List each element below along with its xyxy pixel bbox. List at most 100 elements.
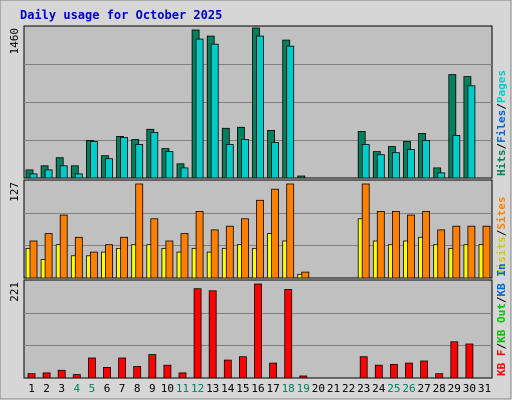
bar-sites-day-15 [240,218,249,279]
series-legend-label: KB F/KB Out/KB In [495,263,508,376]
legend-part: Hits [495,150,508,177]
panel-2: 127 Visits/Sites [8,179,508,279]
bar-sites-day-19 [301,271,310,279]
bar-kb-f-day-12 [193,288,202,379]
bar-pages-day-23 [361,144,370,179]
bar-sites-day-31 [482,225,491,279]
x-axis-labels: 1 2 3 4 5 6 7 8 9 10 11 12 13 14 15 16 17 18 19 20 21 22 23 24 2… [28,382,491,395]
bar-hits-day-19 [297,175,306,179]
bar-hits-day-29 [448,74,457,179]
x-tick-label: 30 [463,382,476,395]
bar-pages-day-6 [105,158,113,179]
x-tick-label: 31 [478,382,491,395]
x-tick-label: 18 [282,382,295,395]
bar-pages-day-25 [391,152,400,179]
bar-sites-day-10 [165,240,174,279]
bar-sites-day-16 [256,199,264,279]
bar-pages-day-29 [452,134,461,179]
bar-sites-day-3 [59,214,68,279]
x-tick-label: 11 [176,382,189,395]
x-tick-label: 28 [433,382,446,395]
bar-kb-f-day-24 [374,364,383,379]
legend-part: / [495,143,508,150]
x-tick-label: 15 [236,382,249,395]
x-tick-label: 23 [357,382,370,395]
bar-sites-day-18 [286,183,295,279]
x-tick-label: 6 [104,382,111,395]
x-tick-label: 21 [327,382,340,395]
series-legend-label: Visits/Sites [495,197,508,277]
bar-kb-f-day-8 [133,366,142,379]
x-tick-label: 29 [448,382,461,395]
bar-kb-f-day-4 [72,374,81,379]
bar-pages-day-11 [180,167,189,179]
bar-kb-f-day-5 [88,357,96,379]
x-tick-label: 3 [58,382,65,395]
bar-kb-f-day-25 [389,363,398,379]
x-tick-label: 26 [402,382,415,395]
x-tick-label: 17 [266,382,279,395]
bar-pages-day-8 [135,144,144,179]
bar-kb-f-day-26 [405,362,413,379]
chart-title: Daily usage for October 2025 [20,8,222,22]
bar-sites-day-30 [467,225,476,279]
x-tick-label: 7 [119,382,126,395]
legend-part: Visits [495,236,508,276]
bar-kb-f-day-13 [208,290,217,379]
x-tick-label: 8 [134,382,141,395]
bar-kb-f-day-3 [57,369,66,379]
bar-sites-day-11 [180,233,189,279]
legend-part: KB Out [495,303,508,343]
bar-pages-day-27 [422,140,431,179]
bar-sites-day-23 [361,183,370,279]
x-tick-label: 14 [221,382,235,395]
bar-pages-day-5 [90,141,98,179]
bar-sites-day-2 [44,233,53,279]
x-tick-label: 13 [206,382,219,395]
x-tick-label: 25 [387,382,400,395]
x-tick-label: 1 [28,382,35,395]
legend-part: KB In [495,263,508,296]
bar-pages-day-9 [150,131,159,179]
bar-pages-day-18 [286,45,295,179]
bar-sites-day-4 [74,236,83,279]
bar-kb-f-day-19 [299,375,308,379]
bar-sites-day-26 [407,214,415,279]
bar-sites-day-8 [135,183,144,279]
bar-kb-f-day-11 [178,372,187,379]
legend-part: KB F [495,350,508,377]
legend-part: / [495,103,508,110]
bar-sites-day-12 [195,210,204,279]
bar-sites-day-25 [391,210,400,279]
bar-sites-day-7 [120,236,128,279]
y-max-label: 127 [8,182,21,202]
bar-kb-f-day-6 [103,366,111,379]
bar-pages-day-26 [407,149,415,179]
x-tick-label: 22 [342,382,355,395]
x-tick-label: 5 [89,382,96,395]
bar-pages-day-4 [74,173,83,179]
bar-kb-f-day-23 [359,356,368,379]
x-tick-label: 4 [73,382,80,395]
bar-sites-day-6 [105,244,113,279]
legend-part: / [495,296,508,303]
bar-sites-day-27 [422,210,431,279]
bar-sites-day-28 [437,229,446,279]
bar-pages-day-13 [210,43,219,179]
x-tick-label: 20 [312,382,325,395]
bar-kb-f-day-16 [254,283,262,379]
bar-pages-day-30 [467,85,476,179]
bar-sites-day-5 [90,251,98,279]
bar-hits-day-4 [70,165,79,179]
bar-kb-f-day-18 [284,289,293,379]
bar-kb-f-day-15 [238,356,247,379]
bar-sites-day-1 [29,240,38,279]
series-legend-label: Hits/Files/Pages [495,70,508,176]
bar-pages-day-1 [29,173,38,179]
bar-pages-day-15 [240,139,249,179]
bar-kb-f-day-29 [450,341,459,379]
bar-sites-day-14 [225,225,234,279]
bar-kb-f-day-28 [435,373,444,379]
